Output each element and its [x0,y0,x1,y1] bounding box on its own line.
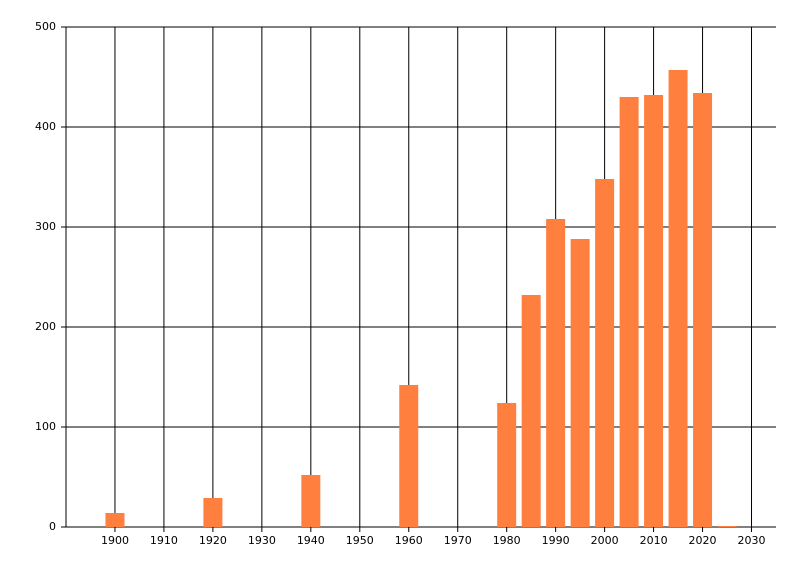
bar [105,513,125,527]
bar [546,219,566,527]
y-tick-label: 400 [35,120,56,133]
bar [570,239,590,527]
x-tick-label: 1980 [493,534,521,547]
x-tick-label: 2010 [640,534,668,547]
bar [717,526,737,527]
x-tick-label: 2030 [738,534,766,547]
x-tick-label: 1930 [248,534,276,547]
y-tick-label: 300 [35,220,56,233]
bar [399,385,419,527]
x-tick-label: 1900 [101,534,129,547]
bar [497,403,517,527]
x-tick-label: 1910 [150,534,178,547]
bar [619,97,639,527]
bar [301,475,321,527]
bar [595,179,615,527]
x-tick-label: 1920 [199,534,227,547]
bar [521,295,541,527]
bar [644,95,664,527]
bar [693,93,713,527]
x-tick-label: 1970 [444,534,472,547]
y-tick-label: 500 [35,20,56,33]
x-tick-label: 2020 [689,534,717,547]
x-tick-label: 1950 [346,534,374,547]
x-tick-label: 1940 [297,534,325,547]
x-tick-label: 1990 [542,534,570,547]
x-tick-label: 1960 [395,534,423,547]
y-tick-label: 200 [35,320,56,333]
y-tick-label: 100 [35,420,56,433]
y-tick-label: 0 [49,520,56,533]
x-tick-label: 2000 [591,534,619,547]
bar [203,498,223,527]
bar [668,70,688,527]
